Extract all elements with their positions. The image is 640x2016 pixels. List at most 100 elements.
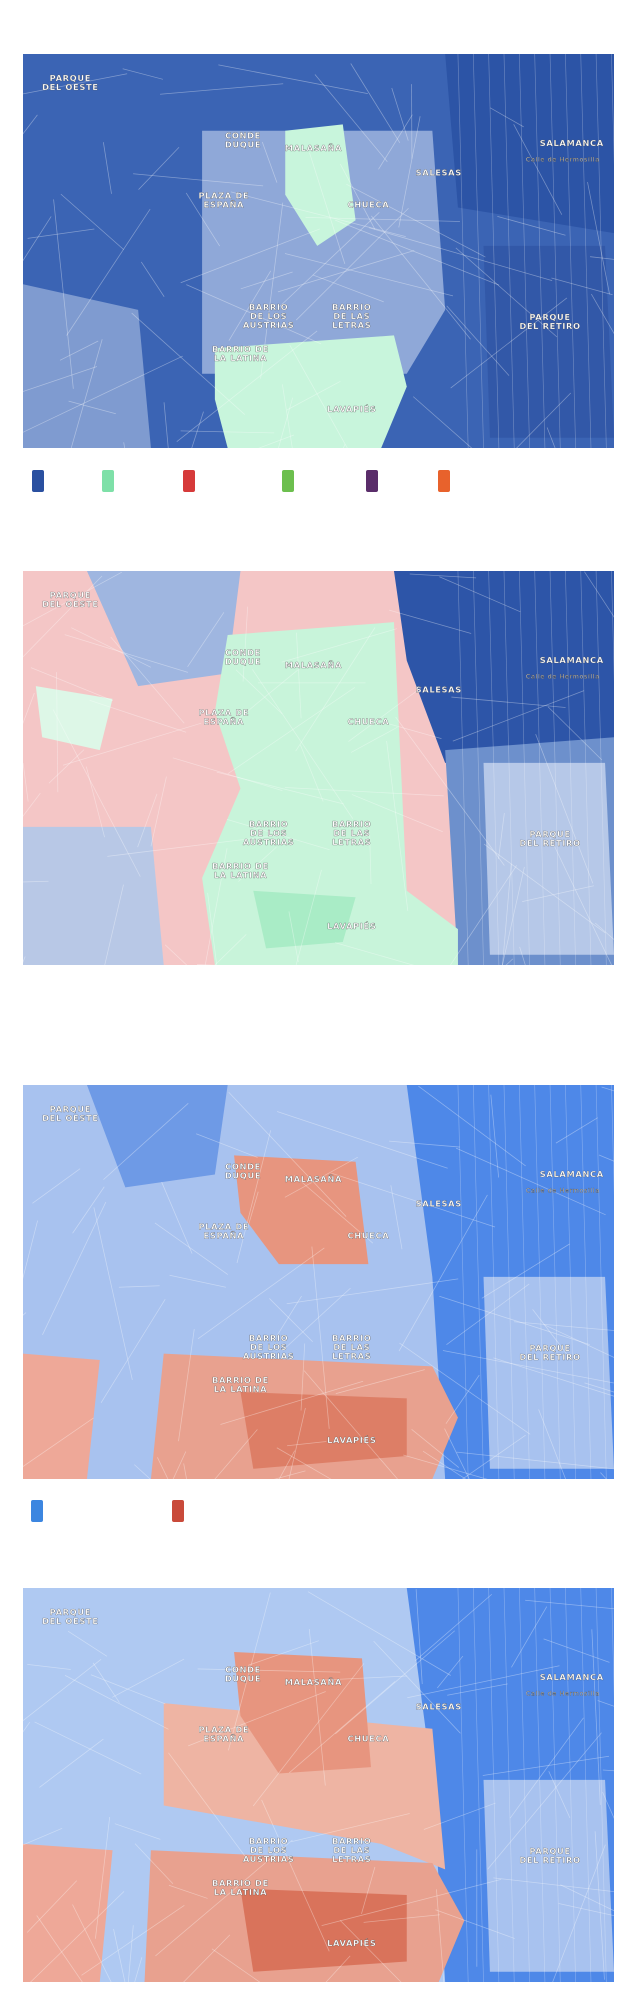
label-line: LA LATINA (214, 870, 268, 880)
street (502, 863, 512, 965)
street (534, 571, 546, 965)
label-line: LETRAS (332, 1854, 371, 1864)
street (107, 834, 279, 857)
label-line: ESPAÑA (204, 1231, 245, 1241)
label-line: ESPAÑA (204, 200, 245, 210)
label-line: CONDE (225, 1664, 261, 1674)
street (548, 1771, 571, 1819)
street (565, 54, 576, 448)
label-line: ESPAÑA (204, 717, 245, 727)
label-line: DE LOS (250, 1342, 287, 1352)
street (211, 1948, 261, 1982)
legend-swatch (172, 1500, 184, 1522)
label-line: DEL OESTE (42, 1616, 99, 1626)
label-line: DE LOS (250, 1845, 287, 1855)
street (591, 293, 614, 335)
street (30, 1891, 125, 1982)
street (502, 866, 525, 965)
label-line: DE LAS (333, 311, 370, 321)
street (580, 54, 592, 448)
place-label: PARQUE DEL OESTE (42, 1607, 99, 1626)
label-line: BARRIO DE (212, 1878, 269, 1888)
street (278, 212, 380, 308)
street (226, 819, 330, 851)
street (66, 208, 151, 336)
district-area (285, 124, 356, 246)
place-label: BARRIO DE LOS AUSTRIAS (243, 1836, 295, 1864)
street (346, 183, 486, 258)
street (611, 1085, 614, 1196)
street (472, 571, 484, 965)
street (543, 1324, 614, 1358)
street (503, 54, 515, 448)
street (64, 1675, 169, 1730)
place-label: MALASAÑA (285, 143, 342, 153)
street (260, 202, 284, 379)
label-line: Calle de Hermosilla (526, 1689, 600, 1697)
street (161, 1181, 193, 1254)
street (168, 1884, 208, 1899)
street (369, 831, 372, 885)
street (488, 571, 500, 965)
place-label: CHUECA (347, 1734, 389, 1744)
street (412, 396, 473, 448)
street (197, 1247, 325, 1340)
district-area (483, 1276, 614, 1469)
street (339, 1920, 402, 1982)
street (389, 1140, 460, 1148)
label-line: DUQUE (225, 1170, 261, 1180)
street (196, 1133, 258, 1158)
label-line: LA LATINA (214, 1887, 268, 1897)
label-line: BARRIO DE (212, 344, 269, 354)
street (160, 83, 284, 95)
place-label: PARQUE DEL RETIRO (519, 829, 580, 848)
street (23, 575, 103, 658)
street (281, 384, 293, 448)
label-line: SALAMANCA (540, 1672, 604, 1682)
place-label: MALASAÑA (285, 660, 342, 670)
street (23, 1220, 38, 1280)
street (39, 1738, 104, 1788)
street (242, 606, 249, 682)
street (72, 1904, 112, 1982)
district-area (23, 284, 151, 448)
street (299, 744, 324, 802)
label-line: BARRIO DE (212, 1375, 269, 1385)
place-label: MALASAÑA (285, 1174, 342, 1184)
label-line: DEL OESTE (42, 1113, 99, 1123)
street (93, 1207, 133, 1380)
district-area (202, 130, 446, 374)
district-area (234, 1155, 369, 1265)
district-area (483, 245, 614, 438)
street (389, 609, 472, 634)
label-line: DUQUE (225, 656, 261, 666)
street (457, 571, 469, 965)
street (481, 1243, 570, 1299)
street (511, 1606, 548, 1668)
place-label: BARRIO DE LOS AUSTRIAS (243, 819, 295, 847)
label-line: SALAMANCA (540, 655, 604, 665)
street (71, 627, 152, 668)
place-label: LAVAPIÉS (327, 1434, 376, 1445)
label-line: BARRIO (249, 819, 289, 829)
street (286, 1278, 459, 1305)
label-line: DE LOS (250, 311, 287, 321)
place-label: Calle de Hermosilla (526, 672, 600, 680)
street (23, 73, 128, 95)
street (23, 880, 49, 883)
street (452, 690, 585, 742)
label-line: LAVAPIÉS (327, 1434, 376, 1445)
street (522, 885, 594, 902)
street (36, 1915, 83, 1982)
street (278, 1450, 296, 1479)
district-area (253, 890, 356, 949)
street (334, 942, 415, 965)
place-label: PARQUE DEL RETIRO (519, 1343, 580, 1362)
street (157, 1457, 169, 1479)
street (409, 573, 477, 579)
street (444, 1428, 470, 1479)
street (348, 687, 422, 742)
street (602, 1791, 614, 1819)
street (218, 64, 368, 95)
street (549, 571, 561, 965)
